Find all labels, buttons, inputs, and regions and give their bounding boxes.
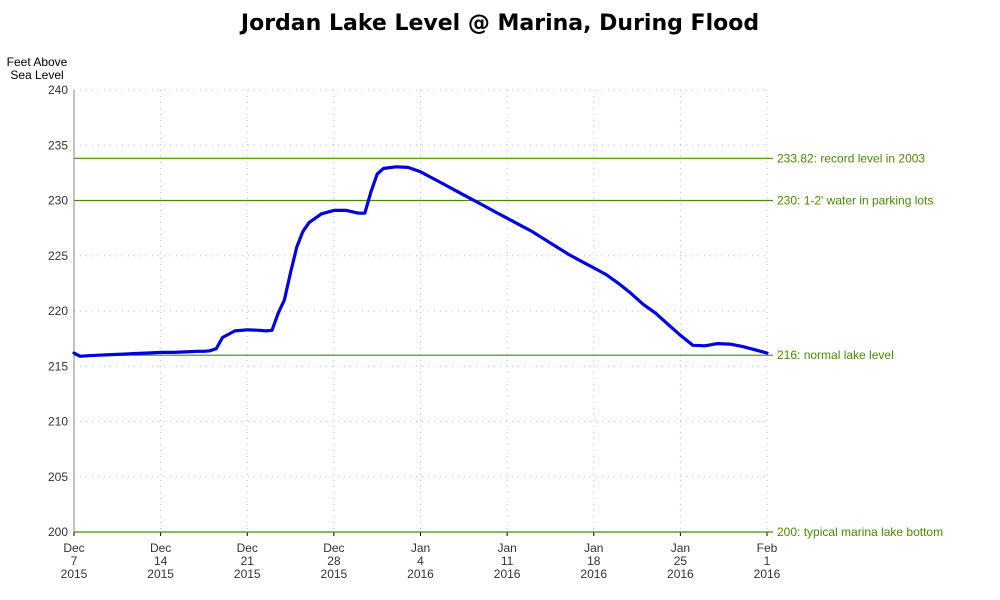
x-tick-labels: Dec72015Dec142015Dec212015Dec282015Jan42… bbox=[61, 541, 781, 581]
x-tick-label: Jan bbox=[411, 541, 430, 555]
y-tick-label: 225 bbox=[48, 249, 68, 263]
x-tick-label: Feb bbox=[757, 541, 778, 555]
axes bbox=[73, 90, 768, 536]
reference-label: 230: 1-2' water in parking lots bbox=[777, 194, 933, 208]
reference-label: 200: typical marina lake bottom bbox=[777, 525, 943, 539]
chart-title: Jordan Lake Level @ Marina, During Flood bbox=[239, 11, 759, 36]
reference-label: 216: normal lake level bbox=[777, 348, 894, 362]
x-tick-label: Jan bbox=[497, 541, 516, 555]
x-tick-label: 1 bbox=[764, 554, 771, 568]
x-tick-label: 2015 bbox=[321, 567, 348, 581]
reference-label: 233.82: record level in 2003 bbox=[777, 151, 925, 165]
x-tick-label: 18 bbox=[587, 554, 601, 568]
y-tick-label: 230 bbox=[48, 194, 68, 208]
x-tick-label: 11 bbox=[501, 554, 514, 568]
x-tick-label: Jan bbox=[584, 541, 603, 555]
series-group bbox=[72, 165, 769, 358]
x-tick-label: Dec bbox=[150, 541, 171, 555]
x-tick-label: 28 bbox=[327, 554, 341, 568]
x-tick-label: Dec bbox=[237, 541, 258, 555]
x-tick-label: 2015 bbox=[234, 567, 261, 581]
x-tick-label: Dec bbox=[323, 541, 344, 555]
x-tick-label: 2015 bbox=[147, 567, 174, 581]
reference-lines: 233.82: record level in 2003 230: 1-2' wa… bbox=[74, 151, 943, 539]
y-tick-label: 200 bbox=[48, 525, 68, 539]
x-tick-label: 2016 bbox=[494, 567, 521, 581]
lake-level-line bbox=[72, 165, 769, 358]
y-tick-label: 240 bbox=[48, 83, 68, 97]
x-tick-label: 25 bbox=[674, 554, 688, 568]
x-tick-label: 2016 bbox=[580, 567, 607, 581]
x-tick-label: 7 bbox=[71, 554, 78, 568]
y-tick-label: 220 bbox=[48, 304, 68, 318]
x-tick-label: 2016 bbox=[754, 567, 781, 581]
x-tick-label: 4 bbox=[417, 554, 424, 568]
grid bbox=[73, 89, 768, 533]
x-tick-label: 2015 bbox=[61, 567, 88, 581]
y-tick-label: 235 bbox=[48, 138, 68, 152]
x-tick-label: Jan bbox=[671, 541, 690, 555]
y-tick-label: 210 bbox=[48, 415, 68, 429]
x-tick-label: Dec bbox=[63, 541, 84, 555]
x-tick-label: 21 bbox=[241, 554, 255, 568]
y-tick-labels: 200 205 210 215 220 225 230 235 240 bbox=[48, 83, 68, 539]
y-axis-label-line-2: Sea Level bbox=[10, 68, 63, 82]
x-tick-label: 2016 bbox=[667, 567, 694, 581]
y-tick-label: 205 bbox=[48, 470, 68, 484]
y-tick-label: 215 bbox=[48, 359, 68, 373]
y-axis-label-line-1: Feet Above bbox=[7, 55, 68, 69]
x-tick-label: 2016 bbox=[407, 567, 434, 581]
x-tick-label: 14 bbox=[154, 554, 168, 568]
